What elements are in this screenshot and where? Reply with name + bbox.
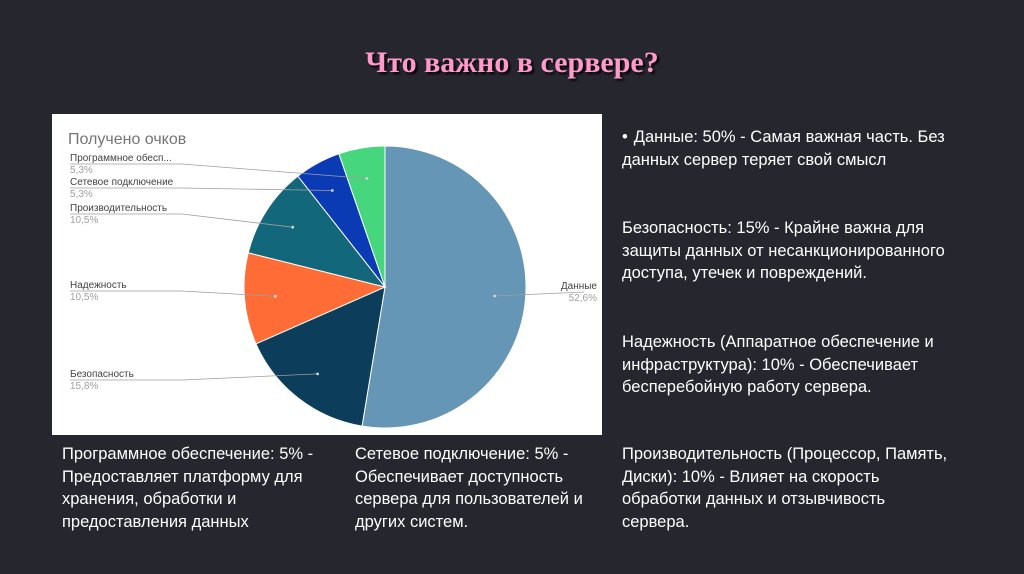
- leader-line-2: [70, 290, 276, 297]
- pie-slice-3: [247, 175, 387, 288]
- paragraph-software: Программное обеспечение: 5% - Предоставл…: [62, 445, 314, 531]
- slice-label-5: Программное обесп...: [70, 152, 172, 164]
- pie-slice-2: [243, 252, 387, 345]
- chart-title: Получено очков: [68, 131, 186, 148]
- slice-percent-3: 10,5%: [70, 215, 98, 226]
- pie-slice-5: [338, 145, 386, 288]
- leader-dot-4: [330, 189, 334, 192]
- pie-slice-0: [361, 145, 527, 429]
- leader-line-3: [70, 213, 293, 228]
- slice-label-4: Сетевое подключение: [70, 177, 174, 188]
- slide-title: Что важно в сервере?: [365, 46, 659, 79]
- pie-chart-panel: Получено очков Данные 52,6% Безопасность 15…: [52, 114, 602, 435]
- slice-label-1: Безопасность: [70, 369, 134, 380]
- slice-percent-0: 52,6%: [569, 293, 597, 304]
- slice-label-3: Производительность: [70, 203, 167, 214]
- leader-line-1: [70, 373, 318, 381]
- slice-label-0: Данные: [561, 281, 598, 292]
- leader-dot-5: [365, 177, 369, 180]
- leader-dot-3: [291, 225, 295, 229]
- pie-slice-1: [255, 286, 386, 427]
- leader-line-4: [70, 187, 333, 191]
- leader-line-0: [494, 291, 585, 297]
- leader-dot-2: [274, 294, 277, 298]
- paragraph-security: Безопасность: 15% - Крайне важна для защ…: [622, 219, 945, 282]
- bullet: •: [622, 128, 628, 146]
- leader-line-5: [70, 163, 367, 179]
- paragraph-performance: Производительность (Процессор, Память, Д…: [622, 445, 948, 531]
- slice-percent-2: 10,5%: [70, 292, 98, 303]
- paragraph-reliability: Надежность (Аппаратное обеспечение и инф…: [622, 333, 934, 396]
- leader-dot-1: [316, 372, 319, 376]
- paragraph-data: • Данные: 50% - Самая важная часть. Без д…: [622, 126, 952, 171]
- leader-dot-0: [493, 294, 496, 298]
- slice-percent-4: 5,3%: [70, 189, 93, 200]
- paragraph-network: Сетевое подключение: 5% - Обеспечивает д…: [355, 445, 583, 531]
- slice-percent-5: 5,3%: [70, 165, 93, 176]
- slice-label-2: Надежность: [70, 280, 127, 291]
- paragraph-data-text: Данные: 50% - Самая важная часть. Без да…: [622, 128, 945, 169]
- slice-percent-1: 15,8%: [70, 381, 98, 392]
